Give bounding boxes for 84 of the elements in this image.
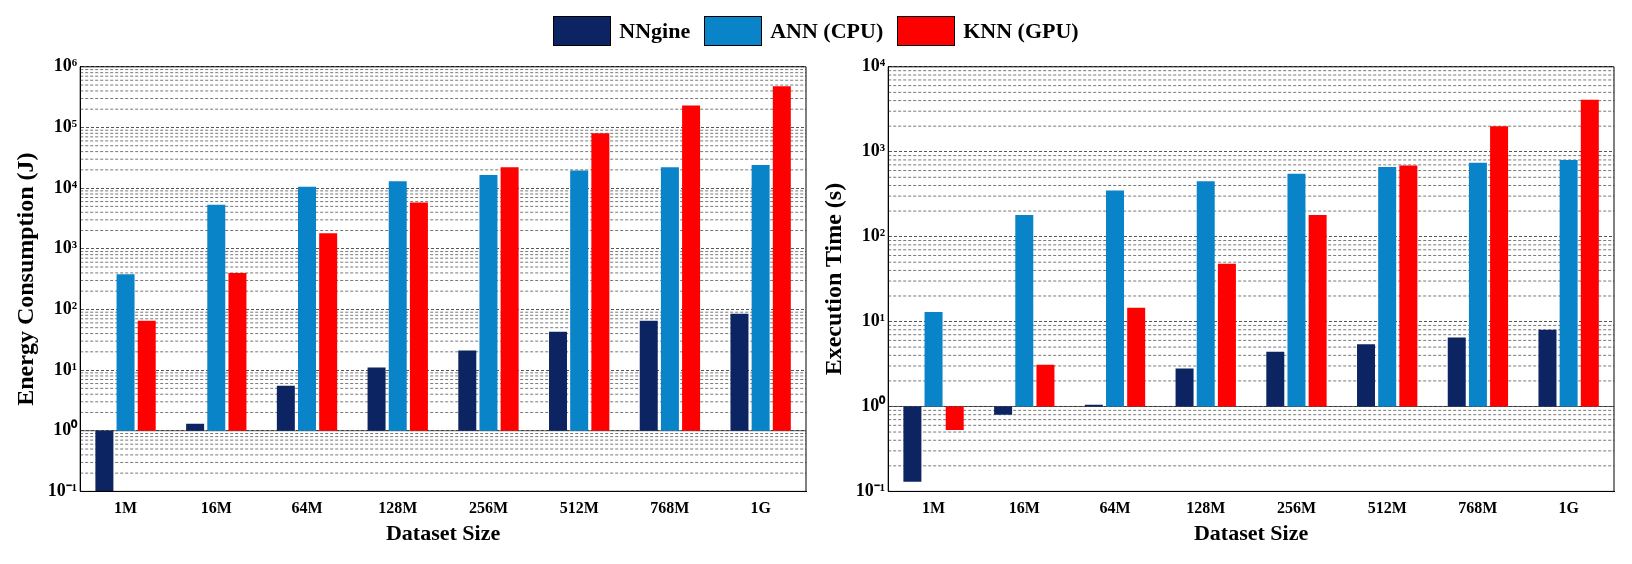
bar bbox=[298, 186, 317, 431]
bar bbox=[1308, 214, 1327, 407]
x-tick-label: 512M bbox=[1367, 499, 1407, 517]
legend-label: ANN (CPU) bbox=[770, 17, 884, 44]
x-tick-label: 512M bbox=[559, 499, 599, 517]
bar bbox=[409, 202, 428, 431]
x-tick-label: 64M bbox=[291, 499, 323, 517]
bar bbox=[1266, 351, 1285, 407]
y-tick-label: 10⁰ bbox=[861, 395, 887, 416]
bar bbox=[388, 181, 407, 431]
y-tick-label: 10⁴ bbox=[861, 55, 886, 76]
bar bbox=[751, 165, 770, 431]
bar bbox=[660, 167, 679, 431]
bar bbox=[570, 170, 589, 431]
bar bbox=[945, 406, 964, 430]
x-tick-label: 16M bbox=[1008, 499, 1040, 517]
bar bbox=[1538, 329, 1557, 407]
bar bbox=[1175, 368, 1194, 407]
x-tick-label: 1G bbox=[1558, 499, 1580, 517]
y-tick-label: 10¹ bbox=[861, 310, 886, 331]
x-tick-label: 16M bbox=[200, 499, 232, 517]
y-tick-label: 10⁻¹ bbox=[855, 480, 886, 501]
bar bbox=[924, 311, 943, 407]
bar bbox=[994, 406, 1013, 415]
bar bbox=[207, 204, 226, 431]
bar bbox=[500, 167, 519, 431]
x-tick-label: 1G bbox=[750, 499, 772, 517]
bar bbox=[1287, 173, 1306, 407]
y-tick-label: 10³ bbox=[861, 140, 886, 161]
y-tick-label: 10⁰ bbox=[53, 419, 79, 440]
y-tick-label: 10⁻¹ bbox=[47, 480, 78, 501]
x-tick-label: 128M bbox=[1186, 499, 1226, 517]
bar bbox=[591, 133, 610, 431]
x-tick-label: 1M bbox=[922, 499, 946, 517]
x-tick-label: 1M bbox=[114, 499, 138, 517]
bar bbox=[458, 350, 477, 431]
bar bbox=[549, 331, 568, 431]
bar bbox=[479, 174, 498, 431]
bar bbox=[1399, 165, 1418, 407]
bar bbox=[1015, 214, 1034, 407]
bar bbox=[116, 274, 135, 431]
y-tick-label: 10¹ bbox=[53, 358, 78, 379]
bar bbox=[367, 367, 386, 431]
x-tick-label: 768M bbox=[650, 499, 690, 517]
y-tick-label: 10⁵ bbox=[53, 116, 78, 137]
y-tick-label: 10⁶ bbox=[53, 55, 78, 76]
bar bbox=[1106, 190, 1125, 407]
bar bbox=[1196, 181, 1215, 407]
bar bbox=[95, 430, 114, 492]
bar bbox=[1357, 344, 1376, 407]
bar bbox=[682, 105, 701, 431]
bar bbox=[639, 320, 658, 431]
bar bbox=[276, 385, 295, 431]
x-tick-label: 768M bbox=[1458, 499, 1498, 517]
bar bbox=[137, 320, 156, 431]
x-tick-label: 64M bbox=[1099, 499, 1131, 517]
bar bbox=[228, 272, 247, 431]
bar bbox=[319, 233, 338, 431]
bar bbox=[1580, 99, 1599, 407]
bar bbox=[730, 313, 749, 431]
bar bbox=[1378, 167, 1397, 407]
bar bbox=[903, 406, 922, 482]
x-tick-label: 128M bbox=[378, 499, 418, 517]
bar bbox=[1468, 162, 1487, 407]
bar bbox=[1217, 263, 1236, 407]
y-axis-title: Energy Consumption (J) bbox=[11, 152, 38, 406]
legend-label: KNN (GPU) bbox=[963, 17, 1079, 44]
x-axis-title: Dataset Size bbox=[385, 520, 501, 546]
x-tick-label: 256M bbox=[468, 499, 509, 517]
bar bbox=[1559, 159, 1578, 407]
bar bbox=[1036, 364, 1055, 407]
y-tick-label: 10³ bbox=[53, 237, 78, 258]
legend-label: NNgine bbox=[619, 17, 691, 44]
x-axis-title: Dataset Size bbox=[1193, 520, 1309, 546]
y-axis-title: Execution Time (s) bbox=[819, 182, 846, 376]
y-tick-label: 10² bbox=[861, 225, 886, 246]
x-tick-label: 256M bbox=[1276, 499, 1317, 517]
bar bbox=[1127, 307, 1146, 407]
bar bbox=[1490, 126, 1509, 407]
y-tick-label: 10⁴ bbox=[53, 176, 78, 197]
y-tick-label: 10² bbox=[53, 298, 78, 319]
bar bbox=[772, 86, 791, 431]
bar bbox=[186, 423, 205, 431]
bar bbox=[1447, 337, 1466, 407]
